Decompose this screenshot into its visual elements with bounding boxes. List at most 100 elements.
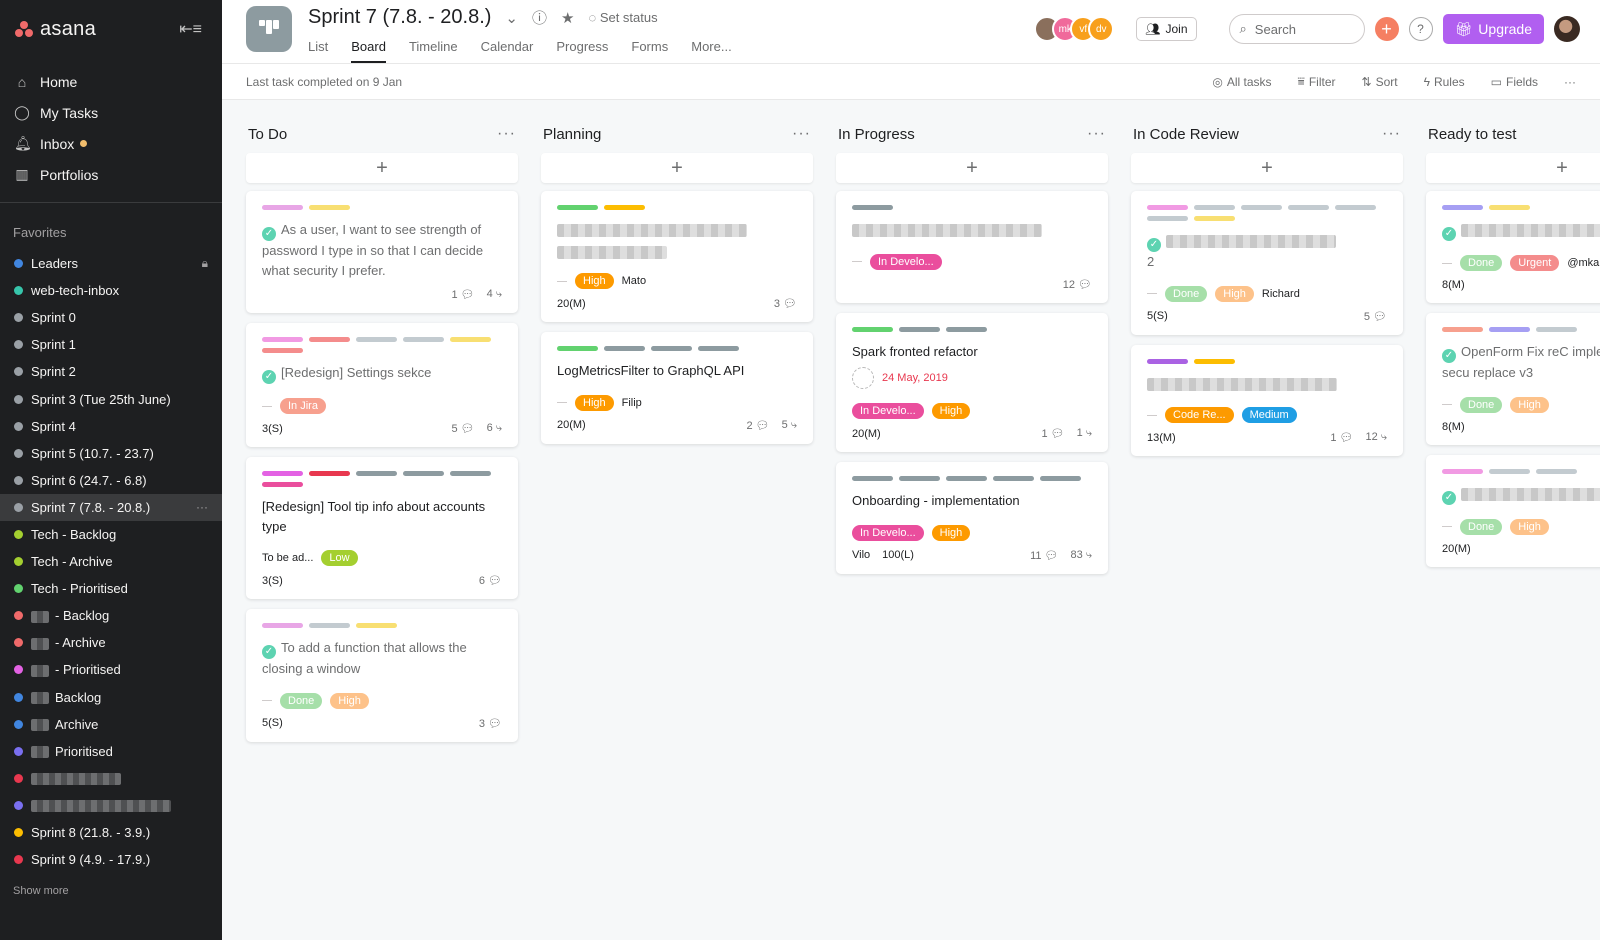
assignee-name[interactable]: To be ad... — [262, 552, 314, 564]
show-more-link[interactable]: Show more — [13, 885, 69, 898]
comment-count[interactable]: 5 💬︎ — [1364, 310, 1387, 323]
task-title[interactable]: LogMetricsFilter to GraphQL API — [557, 361, 797, 381]
column-title[interactable]: In Progress — [838, 125, 915, 143]
task-title[interactable]: ✓ 2 — [1147, 231, 1387, 272]
assignee-name[interactable]: Filip — [621, 396, 642, 409]
fields-button[interactable]: ▭ Fields — [1491, 75, 1538, 89]
tab-forms[interactable]: Forms — [631, 39, 669, 54]
sidebar-favorite-item[interactable]: - Backlog — [0, 602, 222, 629]
sidebar-favorite-item[interactable]: Prioritised — [0, 738, 222, 765]
task-card[interactable]: Onboarding - implementation In Develo... H… — [836, 462, 1108, 574]
comment-count[interactable]: 6 💬︎ — [479, 574, 502, 587]
add-task-button[interactable]: + — [836, 153, 1108, 183]
comment-count[interactable]: 1 💬︎ — [1330, 431, 1353, 444]
completed-check-icon[interactable]: ✓ — [1442, 227, 1456, 241]
tab-list[interactable]: List — [308, 39, 329, 54]
sidebar-favorite-item[interactable]: Sprint 1 — [0, 331, 222, 358]
field-pill[interactable]: Low — [321, 550, 358, 566]
field-pill[interactable]: In Jira — [280, 398, 326, 414]
task-title[interactable]: ✓ — [1442, 484, 1600, 505]
sidebar-favorite-item[interactable]: Archive — [0, 711, 222, 738]
subtask-count[interactable]: 12 ⤷ — [1366, 431, 1387, 444]
assignee-name[interactable]: Mato — [621, 275, 647, 287]
assignee-name[interactable]: Richard — [1261, 287, 1300, 300]
comment-count[interactable]: 5 💬︎ — [452, 422, 475, 435]
task-title[interactable]: ✓ As a user, I want to see strength of pa… — [262, 220, 502, 280]
sidebar-favorite-item[interactable]: Sprint 8 (21.8. - 3.9.) — [0, 819, 222, 846]
sidebar-favorite-item[interactable]: Sprint 0 — [0, 304, 222, 331]
user-avatar[interactable] — [1554, 16, 1580, 42]
column-title[interactable]: Ready to test — [1428, 125, 1517, 143]
task-card[interactable]: ✓ [Redesign] Settings sekce In Jira 3(S) 5 💬… — [246, 323, 518, 447]
sidebar-favorite-item[interactable]: Tech - Prioritised — [0, 575, 222, 602]
field-pill[interactable]: In Develo... — [852, 524, 924, 541]
tab-more[interactable]: More... — [691, 39, 732, 54]
sidebar-favorite-item[interactable]: - Archive — [0, 629, 222, 656]
task-card[interactable]: ✓ To add a function that allows the closi… — [246, 609, 518, 742]
column-title[interactable]: Planning — [543, 125, 602, 143]
comment-count[interactable]: 3 💬︎ — [479, 717, 502, 730]
subtask-count[interactable]: 4 ⤷ — [487, 288, 502, 301]
task-card[interactable]: ✓ Done Urgent @mkarpetova 8(M) — [1426, 191, 1600, 303]
add-task-button[interactable]: + — [1426, 153, 1600, 183]
task-title[interactable]: ✓ [Redesign] Settings sekce — [262, 363, 502, 384]
sidebar-favorite-item[interactable]: Sprint 2 — [0, 358, 222, 385]
task-card[interactable]: [Redesign] Tool tip info about accounts … — [246, 457, 518, 599]
task-title[interactable]: Onboarding - implementation — [852, 491, 1092, 511]
chevron-down-icon[interactable]: ⌄ — [505, 9, 518, 27]
add-task-button[interactable]: + — [1131, 153, 1403, 183]
task-card[interactable]: High Mato 20(M) 3 💬︎ — [541, 191, 813, 322]
tab-board[interactable]: Board — [351, 39, 386, 63]
info-icon[interactable]: ⓘ — [532, 10, 548, 27]
comment-count[interactable]: 1 💬︎ — [1042, 427, 1065, 440]
rules-button[interactable]: ϟ Rules — [1424, 75, 1465, 89]
sidebar-favorite-item[interactable] — [0, 792, 222, 819]
task-card[interactable]: ✓OpenForm Fix reC implementation secu re… — [1426, 313, 1600, 445]
comment-count[interactable]: 2 💬︎ — [747, 419, 770, 432]
more-options-icon[interactable]: ··· — [1564, 74, 1576, 89]
assignee-name[interactable]: Vilo — [852, 549, 871, 561]
sidebar-favorite-item[interactable] — [0, 765, 222, 792]
completed-check-icon[interactable]: ✓ — [262, 227, 276, 241]
comment-count[interactable]: 3 💬︎ — [774, 297, 797, 310]
all-tasks-filter[interactable]: ◎ All tasks — [1212, 75, 1271, 89]
field-pill[interactable]: High — [1510, 396, 1549, 413]
completed-check-icon[interactable]: ✓ — [1442, 349, 1456, 363]
nav-home[interactable]: ⌂ Home — [0, 66, 222, 97]
field-pill[interactable]: Medium — [1241, 407, 1297, 423]
add-task-button[interactable]: + — [541, 153, 813, 183]
nav-portfolios[interactable]: ▥ Portfolios — [0, 159, 222, 190]
due-date[interactable]: 24 May, 2019 — [882, 372, 948, 385]
sidebar-favorite-item[interactable]: Tech - Archive — [0, 548, 222, 575]
task-card[interactable]: Spark fronted refactor 24 May, 2019 In Dev… — [836, 312, 1108, 452]
subtask-count[interactable]: 5 ⤷ — [782, 419, 797, 432]
subtask-count[interactable]: 1 ⤷ — [1077, 427, 1092, 440]
nav-inbox[interactable]: 🔔︎ Inbox — [0, 128, 222, 159]
field-pill[interactable]: In Develo... — [852, 403, 924, 419]
completed-check-icon[interactable]: ✓ — [262, 370, 276, 384]
task-title[interactable]: ✓OpenForm Fix reC implementation secu re… — [1442, 342, 1600, 383]
column-title[interactable]: To Do — [248, 125, 288, 143]
comment-count[interactable]: 1 💬︎ — [452, 288, 475, 301]
sidebar-favorite-item[interactable]: - Prioritised — [0, 656, 222, 683]
task-card[interactable]: ✓ Done High 20(M) — [1426, 454, 1600, 567]
field-pill[interactable]: High — [931, 524, 971, 541]
quick-add-button[interactable]: + — [1374, 17, 1399, 41]
more-options-icon[interactable]: ··· — [196, 500, 208, 515]
field-pill[interactable]: Done — [1460, 518, 1503, 535]
task-title[interactable]: [Redesign] Tool tip info about accounts … — [262, 497, 502, 536]
tab-calendar[interactable]: Calendar — [480, 39, 534, 54]
comment-count[interactable]: 11 💬︎ — [1030, 549, 1058, 562]
subtask-count[interactable]: 83 ⤷ — [1071, 549, 1092, 562]
sidebar-favorite-item[interactable]: web-tech-inbox — [0, 277, 222, 304]
sidebar-favorite-item[interactable]: Sprint 6 (24.7. - 6.8) — [0, 467, 222, 494]
field-pill[interactable]: High — [1510, 518, 1549, 535]
collapse-sidebar-icon[interactable]: ⇤≡ — [179, 21, 202, 38]
task-title[interactable]: ✓ To add a function that allows the closi… — [262, 638, 502, 679]
field-pill[interactable]: Done — [280, 692, 323, 709]
member-avatars[interactable]: mk vf dv — [1034, 16, 1115, 42]
field-pill[interactable]: Done — [1460, 255, 1503, 271]
nav-my-tasks[interactable]: ◯ My Tasks — [0, 97, 222, 128]
star-icon[interactable]: ★ — [561, 9, 575, 27]
sidebar-favorite-item[interactable]: Leaders 🔒︎ — [0, 250, 222, 277]
